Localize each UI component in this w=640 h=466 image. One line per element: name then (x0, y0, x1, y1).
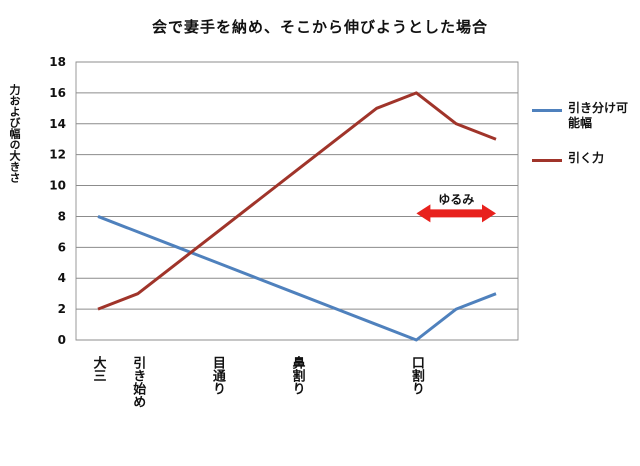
y-tick-label: 10 (49, 179, 66, 193)
y-tick-label: 18 (49, 55, 66, 69)
y-axis-label: 力および幅の大きさ (8, 84, 21, 183)
x-tick-label: 大三 (91, 355, 107, 382)
y-tick-label: 12 (49, 148, 66, 162)
legend-item-force: 引く力 (532, 151, 638, 177)
legend-item-width: 引き分け可能幅 (532, 101, 638, 130)
chart-title: 会で妻手を納め、そこから伸びようとした場合 (151, 18, 488, 36)
x-tick-label: 引き始め (130, 356, 146, 408)
x-tick-label: 目通り (210, 356, 226, 395)
x-tick-label: 口割り (409, 356, 425, 395)
legend-label-force: 引く力 (568, 151, 605, 165)
y-tick-label: 16 (49, 86, 66, 100)
legend-label-width: 引き分け可能幅 (568, 101, 629, 130)
legend-swatch-width (532, 109, 562, 112)
legend-swatch-force (532, 159, 562, 162)
annotation-label: ゆるみ (438, 192, 474, 206)
y-tick-label: 14 (49, 117, 66, 131)
series-line-force (97, 91, 497, 311)
y-tick-label: 6 (58, 240, 66, 254)
annotation-arrow (416, 204, 496, 223)
y-tick-label: 0 (58, 333, 66, 347)
series-line-width (97, 215, 497, 342)
y-tick-label: 4 (58, 271, 66, 285)
y-tick-label: 8 (58, 209, 66, 223)
legend: 引き分け可能幅 引く力 (532, 101, 638, 203)
x-tick-label: 鼻割り (290, 355, 306, 395)
y-tick-label: 2 (58, 302, 66, 316)
